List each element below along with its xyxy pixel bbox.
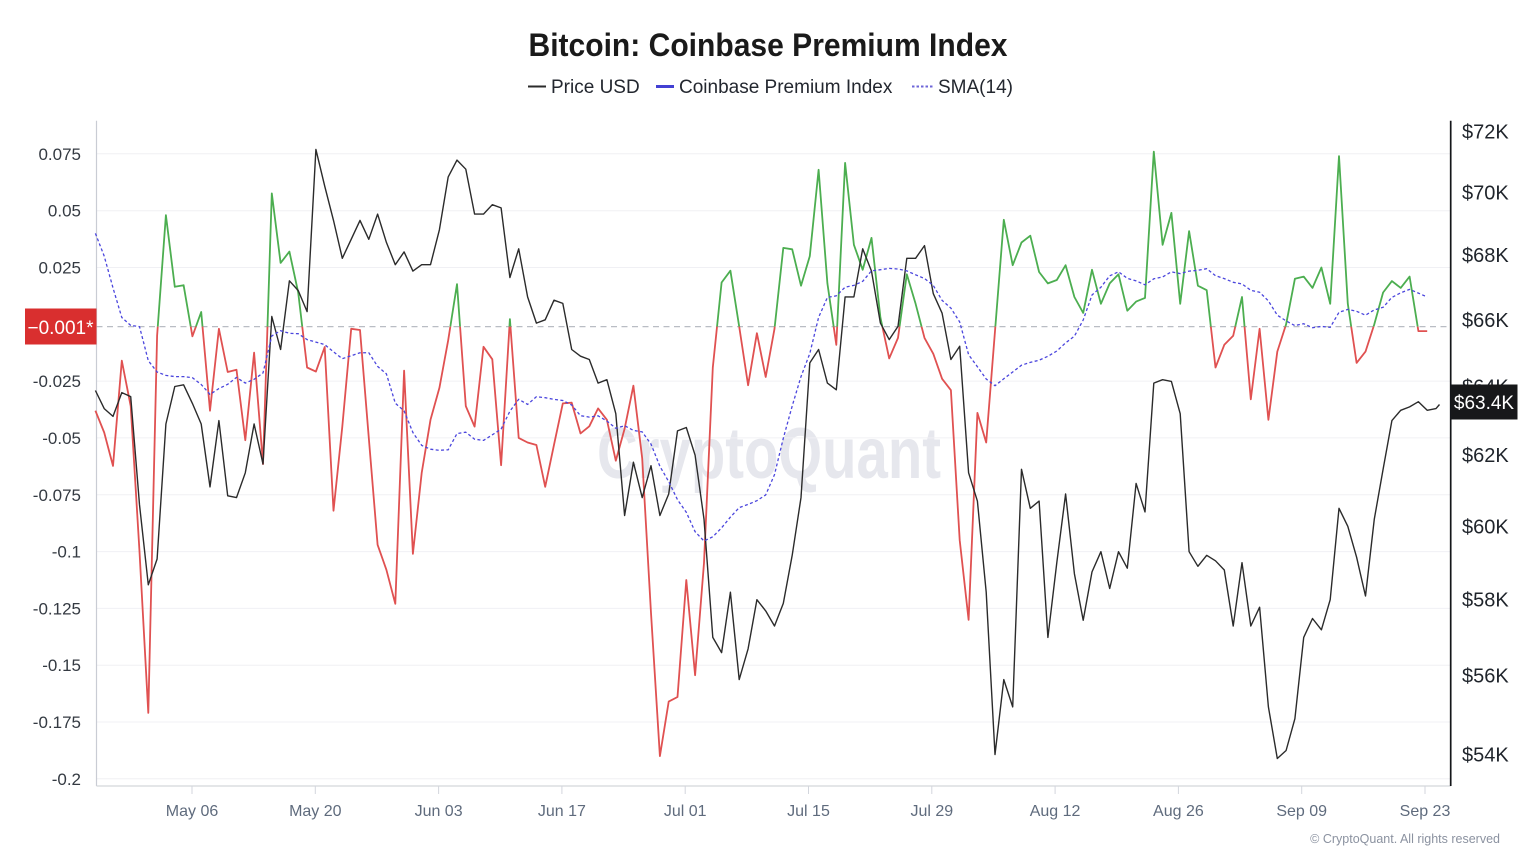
svg-text:-0.125: -0.125 xyxy=(33,599,81,618)
svg-text:SMA(14): SMA(14) xyxy=(938,77,1013,98)
svg-text:$66K: $66K xyxy=(1462,310,1509,332)
svg-text:May 20: May 20 xyxy=(289,803,342,820)
svg-text:Aug 26: Aug 26 xyxy=(1153,803,1204,820)
svg-text:Jun 17: Jun 17 xyxy=(538,803,586,820)
svg-text:Jul 15: Jul 15 xyxy=(787,803,830,820)
svg-text:$54K: $54K xyxy=(1462,745,1509,767)
svg-text:−0.001*: −0.001* xyxy=(27,318,94,339)
svg-text:0.075: 0.075 xyxy=(38,145,81,164)
svg-text:$72K: $72K xyxy=(1462,121,1509,143)
svg-text:Jun 03: Jun 03 xyxy=(415,803,463,820)
svg-text:Coinbase Premium Index: Coinbase Premium Index xyxy=(679,77,893,98)
svg-text:CryptoQuant: CryptoQuant xyxy=(597,414,941,494)
svg-text:$56K: $56K xyxy=(1462,666,1509,688)
svg-text:Price USD: Price USD xyxy=(551,77,640,98)
svg-text:Bitcoin: Coinbase Premium Inde: Bitcoin: Coinbase Premium Index xyxy=(529,27,1008,63)
svg-text:-0.15: -0.15 xyxy=(42,656,81,675)
svg-text:0.05: 0.05 xyxy=(48,202,81,221)
svg-text:© CryptoQuant. All rights rese: © CryptoQuant. All rights reserved xyxy=(1310,832,1500,846)
svg-text:-0.025: -0.025 xyxy=(33,372,81,391)
svg-text:$68K: $68K xyxy=(1462,245,1509,267)
svg-text:-0.2: -0.2 xyxy=(52,770,81,789)
svg-text:-0.075: -0.075 xyxy=(33,486,81,505)
svg-text:Sep 09: Sep 09 xyxy=(1276,803,1327,820)
svg-text:Aug 12: Aug 12 xyxy=(1030,803,1081,820)
svg-text:Jul 29: Jul 29 xyxy=(910,803,953,820)
svg-text:May 06: May 06 xyxy=(166,803,219,820)
svg-text:$63.4K: $63.4K xyxy=(1454,393,1515,414)
svg-text:$62K: $62K xyxy=(1462,445,1509,467)
svg-text:$58K: $58K xyxy=(1462,590,1509,612)
svg-text:0.025: 0.025 xyxy=(38,259,81,278)
svg-text:Jul 01: Jul 01 xyxy=(664,803,707,820)
svg-text:-0.1: -0.1 xyxy=(52,543,81,562)
svg-text:$70K: $70K xyxy=(1462,182,1509,204)
svg-text:$60K: $60K xyxy=(1462,516,1509,538)
svg-text:-0.05: -0.05 xyxy=(42,429,81,448)
svg-text:-0.175: -0.175 xyxy=(33,713,81,732)
svg-text:Sep 23: Sep 23 xyxy=(1400,803,1451,820)
